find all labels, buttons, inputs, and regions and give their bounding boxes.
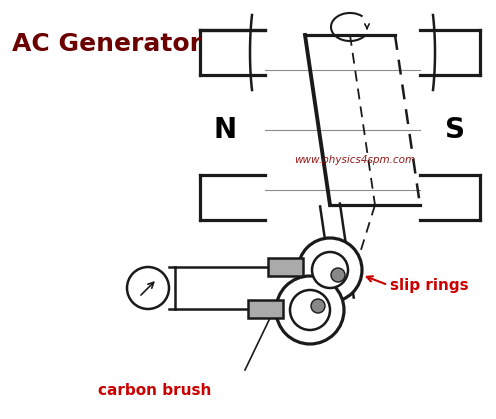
Text: N: N xyxy=(213,116,237,144)
Circle shape xyxy=(298,238,362,302)
Bar xyxy=(268,258,303,276)
Circle shape xyxy=(331,268,345,282)
Circle shape xyxy=(290,290,330,330)
Text: slip rings: slip rings xyxy=(390,277,469,292)
Bar xyxy=(248,300,283,318)
Circle shape xyxy=(127,267,169,309)
Text: AC Generator: AC Generator xyxy=(12,32,202,56)
Circle shape xyxy=(312,252,348,288)
Circle shape xyxy=(276,276,344,344)
Text: www.physics4spm.com: www.physics4spm.com xyxy=(295,155,416,165)
Circle shape xyxy=(311,299,325,313)
Text: carbon brush: carbon brush xyxy=(98,383,212,398)
Text: S: S xyxy=(445,116,465,144)
